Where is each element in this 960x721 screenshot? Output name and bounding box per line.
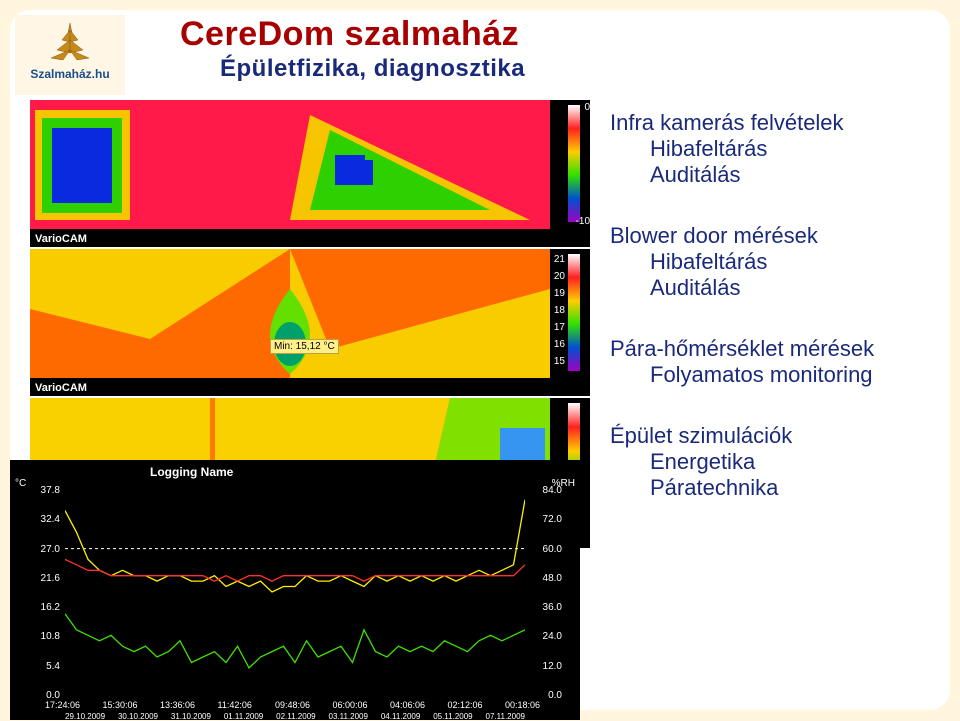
text-column: Infra kamerás felvételekHibafeltárásAudi… (610, 110, 950, 536)
chart-ytick-right: 48.0 (543, 573, 562, 584)
colorbar1-top: 0 (584, 102, 590, 113)
thermal-caption-2: VarioCAM (35, 382, 87, 394)
chart-ytick-left: 5.4 (28, 661, 60, 672)
colorbar2-tick: 16 (554, 339, 565, 350)
thermal-caption-1: VarioCAM (35, 233, 87, 245)
chart-ytick-right: 72.0 (543, 514, 562, 525)
brand-logo: Szalmaház.hu (15, 15, 125, 95)
section-sub: Auditálás (650, 275, 950, 301)
thermal-image-2: 21 20 19 18 17 16 15 Min: 15,12 °C VarioCAM (30, 249, 590, 396)
chart-xtick: 06:00:06 (333, 700, 368, 710)
chart-ytick-left: 32.4 (28, 514, 60, 525)
chart-ytick-left: 27.0 (28, 544, 60, 555)
thermal-min-label: Min: 15,12 °C (270, 339, 339, 354)
colorbar2-tick: 19 (554, 288, 565, 299)
logging-chart: Logging Name °C %RH 37.832.427.021.616.2… (10, 460, 580, 720)
brand-label: Szalmaház.hu (15, 67, 125, 81)
chart-xtick: 11:42:06 (218, 700, 252, 710)
chart-ytick-right: 84.0 (543, 485, 562, 496)
colorbar2-tick: 18 (554, 305, 565, 316)
chart-xtick: 13:36:06 (160, 700, 195, 710)
section-sub: Hibafeltárás (650, 136, 950, 162)
section-sub: Folyamatos monitoring (650, 362, 950, 388)
colorbar2-tick: 17 (554, 322, 565, 333)
section-sub: Páratechnika (650, 475, 950, 501)
chart-xtick: 00:18:06 (505, 700, 540, 710)
chart-ytick-right: 60.0 (543, 544, 562, 555)
page-card: Szalmaház.hu CereDom szalmaház Épületfiz… (10, 10, 950, 710)
colorbar2-tick: 20 (554, 271, 565, 282)
page-title: CereDom szalmaház (180, 15, 519, 54)
colorbar2-tick: 15 (554, 356, 565, 367)
chart-yunit-left: °C (15, 478, 26, 489)
thermal-image-1: 0 -10 VarioCAM (30, 100, 590, 247)
chart-ytick-left: 16.2 (28, 602, 60, 613)
section-head: Infra kamerás felvételek (610, 110, 950, 136)
page-subtitle: Épületfizika, diagnosztika (220, 55, 525, 83)
chart-xtick: 17:24:06 (45, 700, 80, 710)
chart-ytick-right: 0.0 (548, 690, 562, 701)
chart-ytick-right: 36.0 (543, 602, 562, 613)
section-head: Blower door mérések (610, 223, 950, 249)
thermal-scene-roof (30, 100, 550, 229)
chart-ytick-left: 10.8 (28, 631, 60, 642)
chart-ytick-left: 37.8 (28, 485, 60, 496)
chart-xtick: 09:48:06 (275, 700, 310, 710)
colorbar1-bot: -10 (576, 216, 590, 227)
section-sub: Hibafeltárás (650, 249, 950, 275)
chart-xtick: 04:06:06 (390, 700, 425, 710)
section-sub: Auditálás (650, 162, 950, 188)
section-head: Pára-hőmérséklet mérések (610, 336, 950, 362)
thermal-scene-corner (30, 249, 550, 378)
chart-plot-area (65, 490, 525, 695)
chart-title: Logging Name (150, 465, 233, 479)
chart-ytick-left: 21.6 (28, 573, 60, 584)
chart-ytick-right: 12.0 (543, 661, 562, 672)
straw-ear-icon (45, 20, 95, 60)
section-head: Épület szimulációk (610, 423, 950, 449)
colorbar2-tick: 21 (554, 254, 565, 265)
section-sub: Energetika (650, 449, 950, 475)
chart-xtick: 02:12:06 (448, 700, 483, 710)
chart-xtick: 15:30:06 (103, 700, 138, 710)
chart-ytick-right: 24.0 (543, 631, 562, 642)
